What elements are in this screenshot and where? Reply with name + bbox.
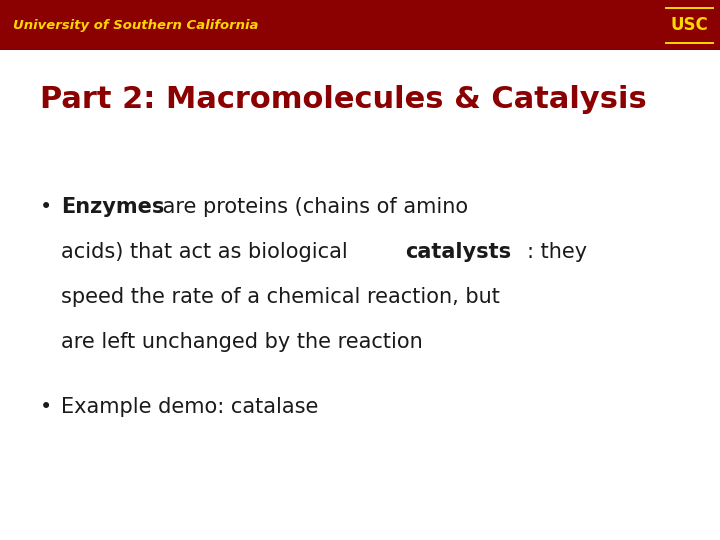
Text: speed the rate of a chemical reaction, but: speed the rate of a chemical reaction, b… <box>61 287 500 307</box>
Text: are left unchanged by the reaction: are left unchanged by the reaction <box>61 332 423 352</box>
Text: •: • <box>40 197 52 217</box>
Text: : they: : they <box>527 242 587 262</box>
Text: Enzymes: Enzymes <box>61 197 165 217</box>
Text: Part 2: Macromolecules & Catalysis: Part 2: Macromolecules & Catalysis <box>40 84 647 113</box>
Text: USC: USC <box>671 16 708 34</box>
Text: acids) that act as biological: acids) that act as biological <box>61 242 354 262</box>
Text: are proteins (chains of amino: are proteins (chains of amino <box>156 197 468 217</box>
Text: Example demo: catalase: Example demo: catalase <box>61 397 318 417</box>
Text: catalysts: catalysts <box>405 242 511 262</box>
Text: •: • <box>40 397 52 417</box>
Text: University of Southern California: University of Southern California <box>13 18 258 32</box>
